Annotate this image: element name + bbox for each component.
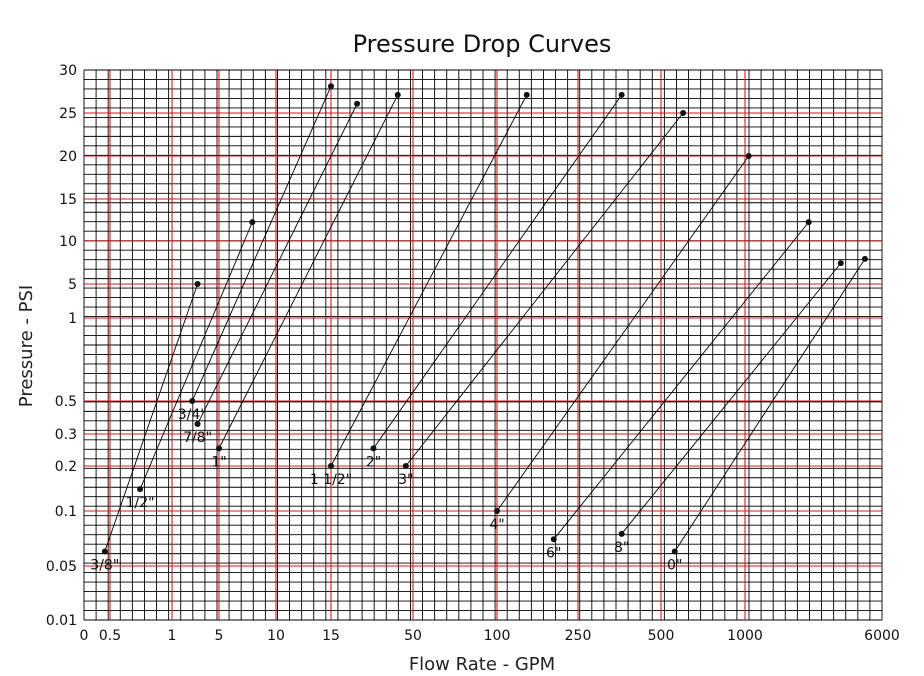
curve-line <box>405 112 684 467</box>
y-tick-label: 15 <box>59 192 77 208</box>
x-axis-ticks: 0 0.5 1 5 10 15 50 100 250 500 1000 6000 <box>80 628 900 644</box>
curve-end-point <box>618 91 625 98</box>
y-tick-label: 0.5 <box>55 394 77 410</box>
x-tick-label: 10 <box>267 628 285 644</box>
x-tick-label: 1000 <box>727 628 763 644</box>
curve-end-point <box>249 219 256 226</box>
curve-end-point <box>861 255 868 262</box>
curve-line <box>330 94 528 467</box>
x-tick-label: 250 <box>565 628 592 644</box>
curve-end-point <box>837 260 844 267</box>
curve-line <box>373 94 623 449</box>
y-tick-label: 0.1 <box>55 504 77 520</box>
x-tick-label: 1 <box>168 628 177 644</box>
curve-size-label: 1/2" <box>126 495 155 511</box>
curve-line <box>553 221 810 540</box>
curve-line <box>104 283 198 552</box>
curve-size-label: 4" <box>489 517 504 533</box>
curve-line <box>621 262 842 535</box>
curve-size-label: 1 1/2" <box>310 472 352 488</box>
y-tick-label: 30 <box>59 63 77 79</box>
y-tick-label: 0.3 <box>55 427 77 443</box>
curve-end-point <box>394 91 401 98</box>
curve-start-point <box>550 536 557 543</box>
curve-end-point <box>745 153 752 159</box>
curve-end-point <box>354 100 361 107</box>
pressure-curves <box>104 86 866 552</box>
curve-end-point <box>680 110 687 116</box>
x-tick-label: 15 <box>322 628 340 644</box>
y-tick-label: 0.01 <box>46 613 77 629</box>
y-tick-label: 20 <box>59 149 77 165</box>
x-tick-label: 100 <box>484 628 511 644</box>
curve-start-point <box>328 463 334 469</box>
x-tick-label: 0.5 <box>99 628 121 644</box>
x-tick-label: 0 <box>80 628 89 644</box>
y-tick-label: 0.2 <box>55 459 77 475</box>
curve-endpoints <box>101 83 868 555</box>
minor-gridlines <box>83 69 883 621</box>
curve-line <box>139 221 253 490</box>
curve-start-point <box>370 445 377 452</box>
curve-size-label: 3/4" <box>178 407 207 423</box>
curve-start-point <box>216 445 222 452</box>
chart-title: Pressure Drop Curves <box>353 30 612 58</box>
curve-size-labels: 3/8" 1/2" 3/4" 7/8" 1" 1 1/2" 2" 3" 4" 6" 8" 0" <box>90 407 682 574</box>
curve-line <box>218 94 399 449</box>
y-tick-label: 25 <box>59 106 77 122</box>
curve-end-point <box>523 91 530 98</box>
curve-line <box>191 86 332 402</box>
y-tick-label: 5 <box>68 277 77 293</box>
curve-start-point <box>101 548 108 555</box>
x-tick-label: 6000 <box>864 628 900 644</box>
curve-end-point <box>805 219 812 226</box>
curve-start-point <box>494 508 500 514</box>
curve-size-label: 0" <box>667 558 682 574</box>
y-axis-ticks: 30 25 20 15 10 5 1 0.5 0.3 0.2 0.1 0.05 0.01 <box>46 63 77 629</box>
curve-end-point <box>328 83 334 90</box>
curve-size-label: 8" <box>614 540 629 556</box>
curve-start-point <box>137 486 144 493</box>
curve-size-label: 6" <box>546 545 561 561</box>
curve-start-point <box>618 530 625 537</box>
curve-size-label: 1" <box>211 454 226 470</box>
x-tick-label: 50 <box>404 628 422 644</box>
curve-line <box>496 155 750 512</box>
x-tick-label: 500 <box>648 628 675 644</box>
x-axis-title: Flow Rate - GPM <box>409 654 555 675</box>
curve-start-point <box>194 421 201 428</box>
curve-end-point <box>194 281 201 287</box>
curve-size-label: 3" <box>398 472 413 488</box>
y-tick-label: 10 <box>59 234 77 250</box>
major-gridlines <box>84 70 882 620</box>
curve-line <box>674 258 866 552</box>
curve-start-point <box>402 463 409 469</box>
y-tick-label: 1 <box>68 311 77 327</box>
y-tick-label: 0.05 <box>46 559 77 575</box>
curve-size-label: 3/8" <box>90 558 119 574</box>
curve-size-label: 2" <box>366 454 381 470</box>
curve-start-point <box>189 398 196 404</box>
curve-line <box>197 103 358 425</box>
y-axis-title: Pressure - PSI <box>16 285 37 407</box>
curve-size-label: 7/8" <box>183 430 212 446</box>
curve-start-point <box>671 548 678 555</box>
x-tick-label: 5 <box>215 628 224 644</box>
